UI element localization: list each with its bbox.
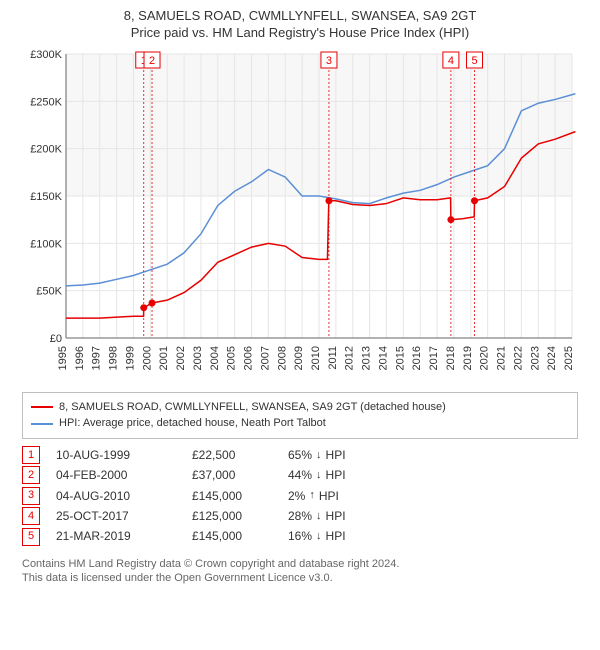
transaction-date: 25-OCT-2017 [56, 506, 176, 526]
svg-text:2002: 2002 [175, 346, 187, 370]
svg-text:1999: 1999 [124, 346, 136, 370]
transaction-date: 10-AUG-1999 [56, 445, 176, 465]
transaction-row: 2 04-FEB-2000 £37,000 44%↓HPI [22, 465, 578, 485]
svg-text:2011: 2011 [327, 346, 339, 370]
transaction-index: 5 [22, 528, 40, 546]
svg-text:2007: 2007 [259, 346, 271, 370]
transaction-date: 04-AUG-2010 [56, 486, 176, 506]
transaction-index: 4 [22, 507, 40, 525]
transaction-row: 4 25-OCT-2017 £125,000 28%↓HPI [22, 506, 578, 526]
svg-text:2014: 2014 [377, 346, 389, 370]
svg-text:2015: 2015 [394, 346, 406, 370]
svg-text:2008: 2008 [276, 346, 288, 370]
svg-text:2001: 2001 [158, 346, 170, 370]
svg-text:2025: 2025 [563, 346, 575, 370]
transaction-row: 1 10-AUG-1999 £22,500 65%↓HPI [22, 445, 578, 465]
transaction-table: 1 10-AUG-1999 £22,500 65%↓HPI 2 04-FEB-2000 £3… [22, 445, 578, 547]
data-attribution: Contains HM Land Registry data © Crown c… [22, 557, 578, 586]
chart-title-line1: 8, SAMUELS ROAD, CWMLLYNFELL, SWANSEA, S… [10, 8, 590, 25]
arrow-down-icon: ↓ [316, 466, 322, 485]
transaction-price: £145,000 [192, 486, 272, 506]
svg-text:5: 5 [471, 55, 477, 67]
transaction-price: £22,500 [192, 445, 272, 465]
svg-text:2017: 2017 [428, 346, 440, 370]
transaction-index: 3 [22, 487, 40, 505]
transaction-diff: 16%↓HPI [288, 526, 378, 546]
svg-text:2: 2 [149, 55, 155, 67]
svg-text:2022: 2022 [512, 346, 524, 370]
chart-legend: 8, SAMUELS ROAD, CWMLLYNFELL, SWANSEA, S… [22, 392, 578, 439]
legend-swatch [31, 406, 53, 408]
transaction-price: £37,000 [192, 465, 272, 485]
svg-text:2000: 2000 [141, 346, 153, 370]
svg-text:2003: 2003 [192, 346, 204, 370]
svg-text:2010: 2010 [310, 346, 322, 370]
svg-text:2020: 2020 [479, 346, 491, 370]
svg-text:£100K: £100K [30, 238, 62, 250]
arrow-up-icon: ↑ [309, 486, 315, 505]
svg-text:4: 4 [448, 55, 454, 67]
transaction-diff: 2%↑HPI [288, 486, 378, 506]
transaction-diff: 44%↓HPI [288, 465, 378, 485]
svg-text:£150K: £150K [30, 191, 62, 203]
transaction-index: 2 [22, 466, 40, 484]
transaction-price: £125,000 [192, 506, 272, 526]
chart-title-line2: Price paid vs. HM Land Registry's House … [10, 25, 590, 42]
svg-text:1997: 1997 [91, 346, 103, 370]
legend-item: HPI: Average price, detached house, Neat… [31, 415, 569, 432]
svg-text:£50K: £50K [36, 285, 62, 297]
svg-text:£250K: £250K [30, 96, 62, 108]
transaction-index: 1 [22, 446, 40, 464]
arrow-down-icon: ↓ [316, 446, 322, 465]
svg-text:2023: 2023 [529, 346, 541, 370]
svg-text:2021: 2021 [496, 346, 508, 370]
svg-text:£300K: £300K [30, 49, 62, 61]
transaction-row: 5 21-MAR-2019 £145,000 16%↓HPI [22, 526, 578, 546]
footer-line1: Contains HM Land Registry data © Crown c… [22, 557, 578, 571]
svg-text:2019: 2019 [462, 346, 474, 370]
legend-swatch [31, 423, 53, 425]
svg-text:2013: 2013 [361, 346, 373, 370]
legend-label: HPI: Average price, detached house, Neat… [59, 415, 326, 432]
svg-text:2009: 2009 [293, 346, 305, 370]
svg-text:1998: 1998 [108, 346, 120, 370]
legend-item: 8, SAMUELS ROAD, CWMLLYNFELL, SWANSEA, S… [31, 399, 569, 416]
svg-text:3: 3 [326, 55, 332, 67]
svg-text:2004: 2004 [209, 346, 221, 370]
transaction-date: 21-MAR-2019 [56, 526, 176, 546]
svg-text:£200K: £200K [30, 143, 62, 155]
legend-label: 8, SAMUELS ROAD, CWMLLYNFELL, SWANSEA, S… [59, 399, 446, 416]
svg-text:1996: 1996 [74, 346, 86, 370]
transaction-row: 3 04-AUG-2010 £145,000 2%↑HPI [22, 486, 578, 506]
svg-text:2018: 2018 [445, 346, 457, 370]
svg-text:2005: 2005 [226, 346, 238, 370]
price-chart: £0 £50K £100K £150K £200K £250K £300K 1995 1996 1… [20, 48, 580, 378]
svg-text:1995: 1995 [57, 346, 69, 370]
transaction-diff: 65%↓HPI [288, 445, 378, 465]
transaction-price: £145,000 [192, 526, 272, 546]
arrow-down-icon: ↓ [316, 527, 322, 546]
svg-text:£0: £0 [50, 333, 62, 345]
footer-line2: This data is licensed under the Open Gov… [22, 571, 578, 585]
transaction-diff: 28%↓HPI [288, 506, 378, 526]
svg-text:2016: 2016 [411, 346, 423, 370]
transaction-date: 04-FEB-2000 [56, 465, 176, 485]
arrow-down-icon: ↓ [316, 507, 322, 526]
svg-text:2006: 2006 [243, 346, 255, 370]
svg-text:2024: 2024 [546, 346, 558, 370]
svg-text:2012: 2012 [344, 346, 356, 370]
